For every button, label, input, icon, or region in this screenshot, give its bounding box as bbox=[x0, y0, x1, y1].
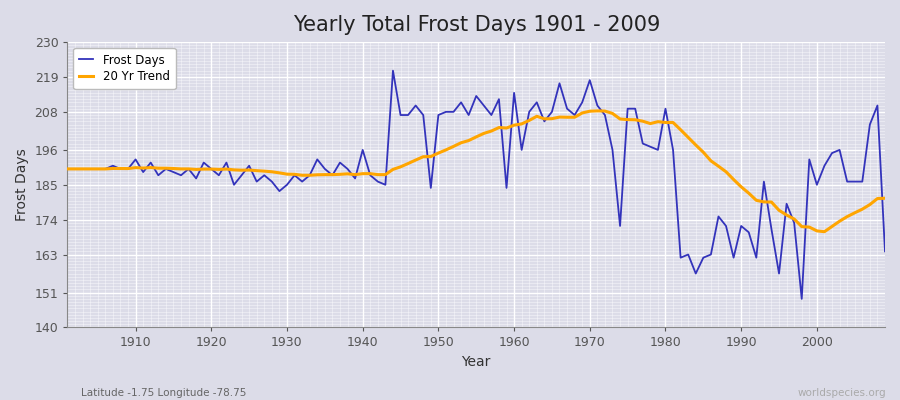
Frost Days bbox=[508, 90, 519, 95]
20 Yr Trend bbox=[289, 172, 300, 177]
Frost Days bbox=[388, 68, 399, 73]
Frost Days bbox=[122, 166, 133, 171]
Frost Days bbox=[796, 296, 807, 301]
Frost Days bbox=[335, 160, 346, 165]
20 Yr Trend bbox=[501, 126, 512, 130]
Line: 20 Yr Trend: 20 Yr Trend bbox=[68, 111, 885, 232]
Text: Latitude -1.75 Longitude -78.75: Latitude -1.75 Longitude -78.75 bbox=[81, 388, 247, 398]
Y-axis label: Frost Days: Frost Days bbox=[15, 148, 29, 221]
20 Yr Trend bbox=[62, 166, 73, 171]
Text: worldspecies.org: worldspecies.org bbox=[798, 388, 886, 398]
Line: Frost Days: Frost Days bbox=[68, 71, 885, 299]
Frost Days bbox=[62, 166, 73, 171]
20 Yr Trend bbox=[592, 108, 603, 113]
Frost Days bbox=[289, 173, 300, 178]
Title: Yearly Total Frost Days 1901 - 2009: Yearly Total Frost Days 1901 - 2009 bbox=[292, 15, 660, 35]
20 Yr Trend bbox=[608, 111, 618, 116]
Frost Days bbox=[608, 148, 618, 152]
20 Yr Trend bbox=[508, 123, 519, 128]
Frost Days bbox=[879, 249, 890, 254]
X-axis label: Year: Year bbox=[462, 355, 490, 369]
20 Yr Trend bbox=[879, 196, 890, 201]
20 Yr Trend bbox=[335, 172, 346, 177]
20 Yr Trend bbox=[122, 166, 133, 171]
20 Yr Trend bbox=[819, 229, 830, 234]
Frost Days bbox=[517, 148, 527, 152]
Legend: Frost Days, 20 Yr Trend: Frost Days, 20 Yr Trend bbox=[74, 48, 176, 89]
